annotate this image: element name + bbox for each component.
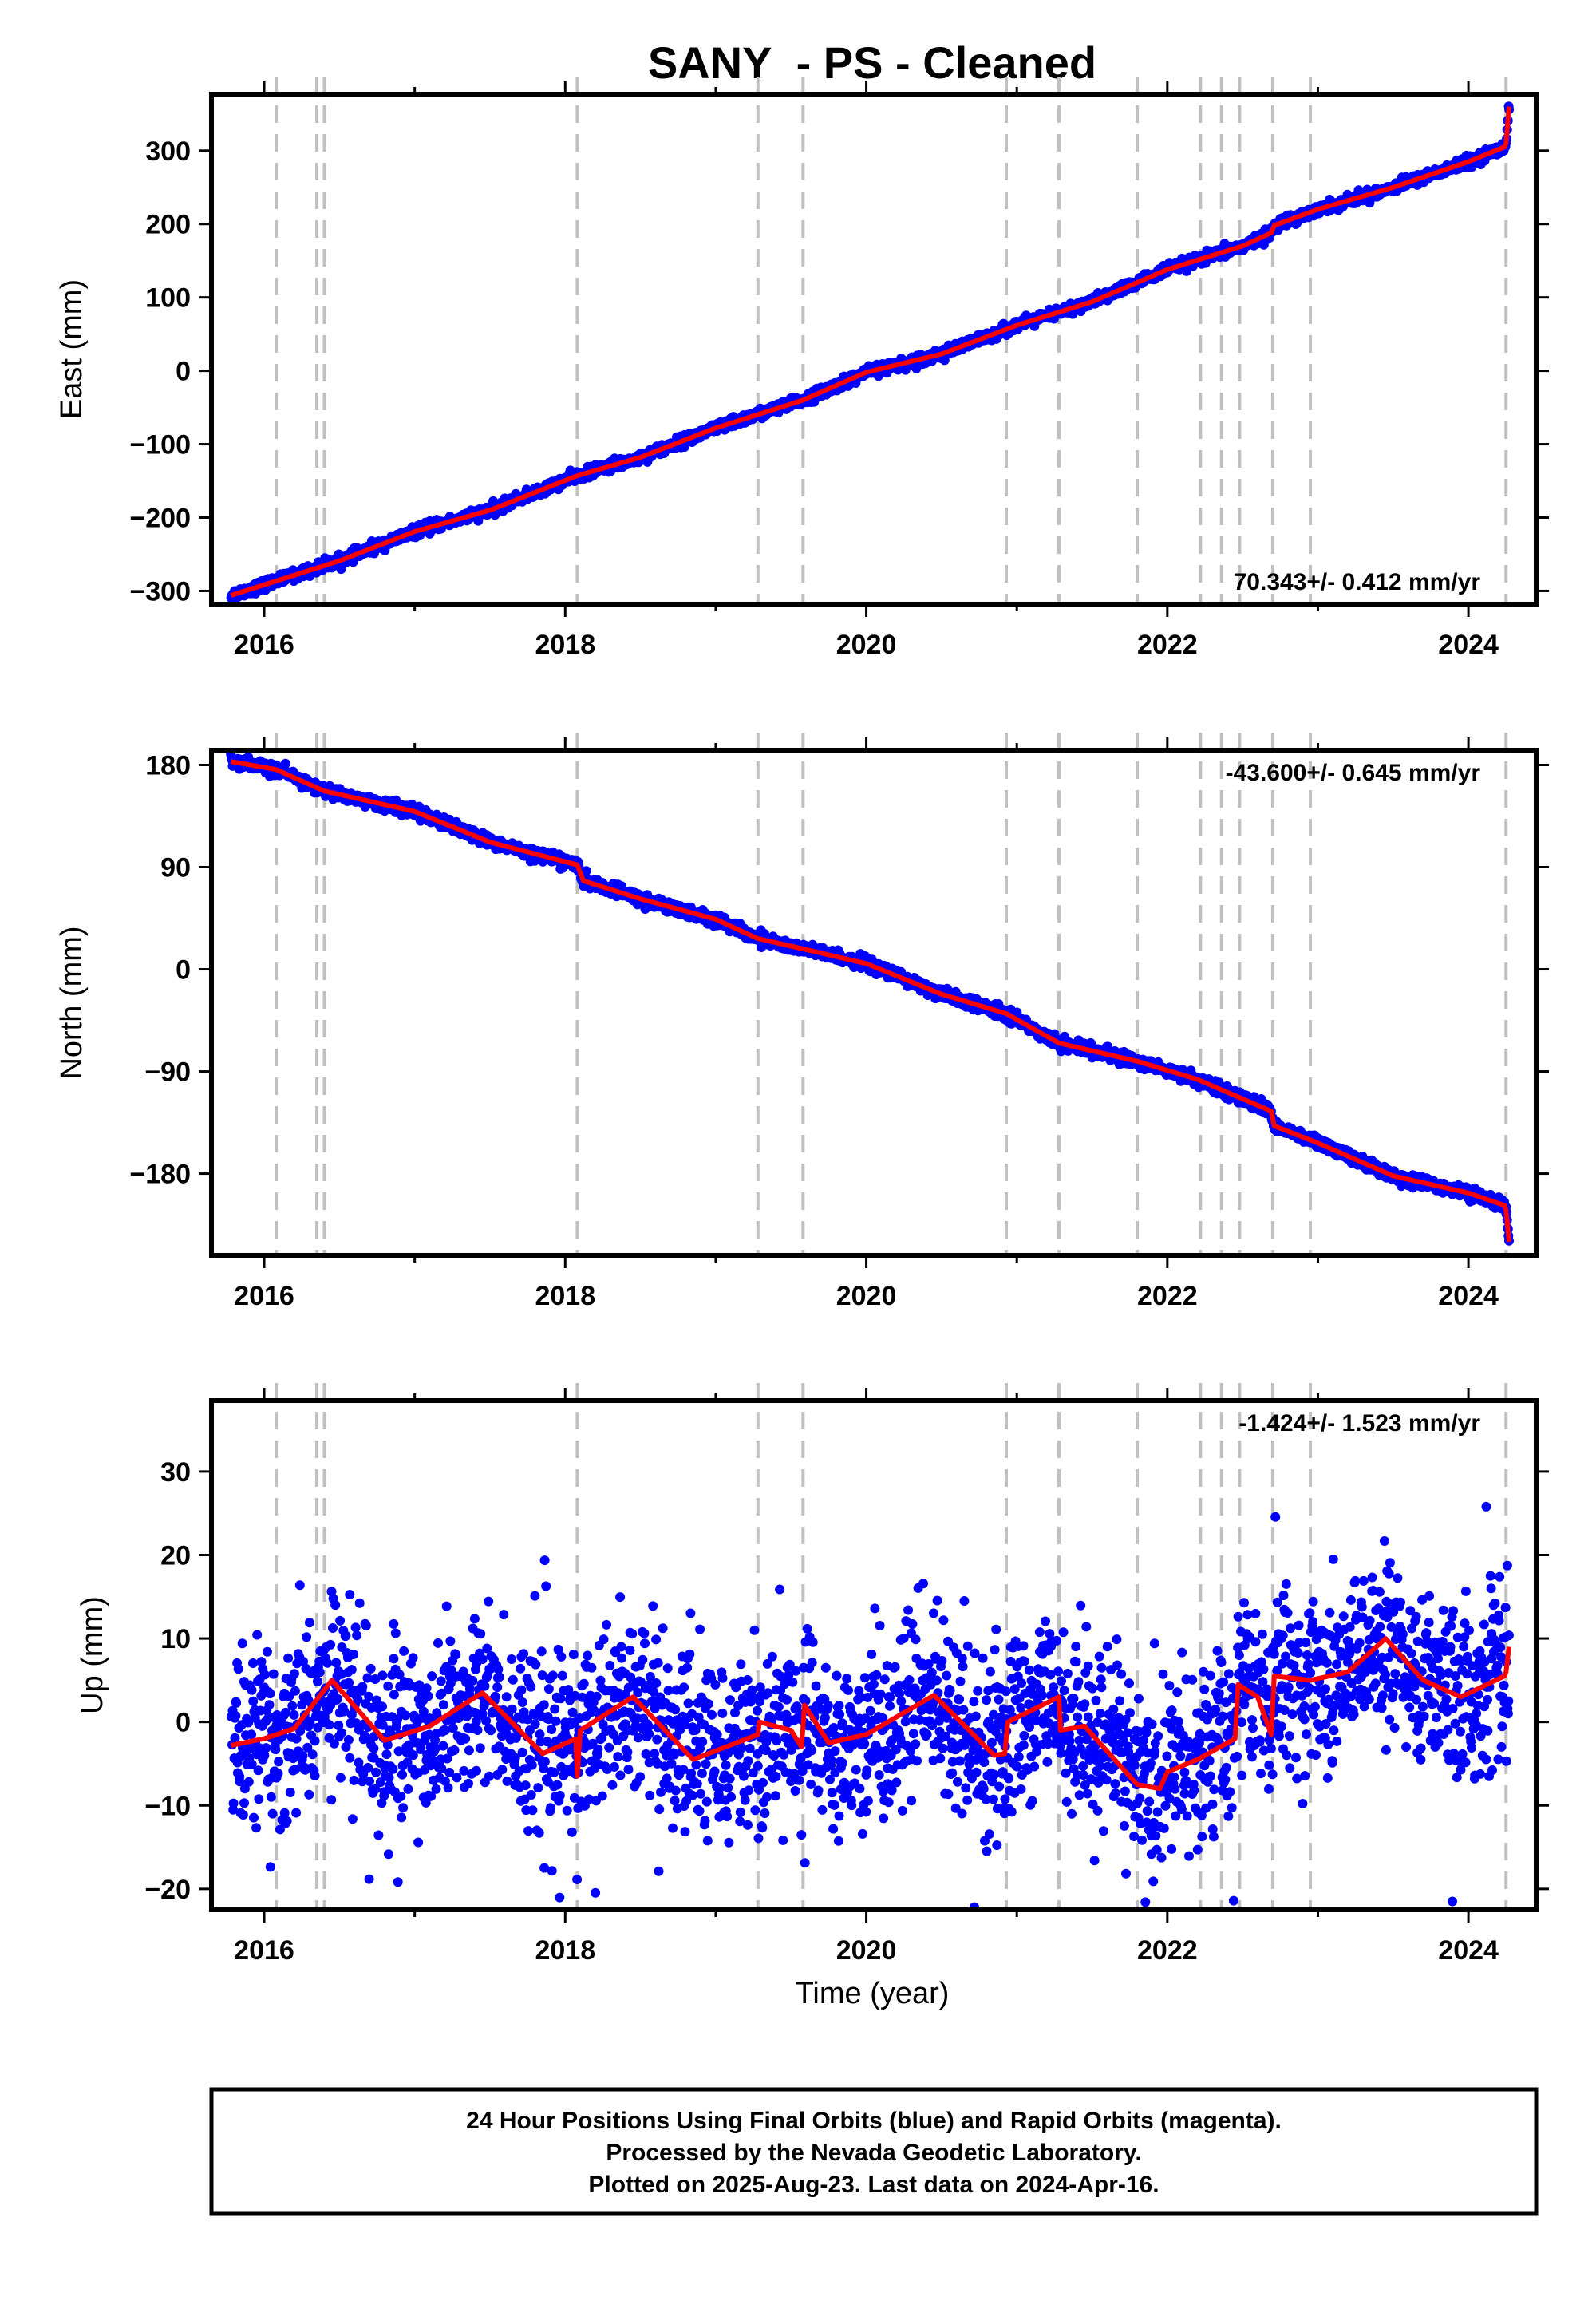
east-frame: [209, 92, 1539, 607]
east-y-tick-label: 0: [176, 357, 191, 387]
east-y-axis-label: East (mm): [55, 279, 89, 419]
north-data-point: [280, 758, 290, 769]
east-y-tick-label: −100: [129, 430, 191, 460]
east-rate-label: 70.343+/- 0.412 mm/yr: [1234, 569, 1481, 595]
east-x-tick-label: 2020: [836, 630, 897, 660]
east-trend-line: [230, 106, 1511, 598]
east-y-tick-label: 300: [145, 136, 191, 167]
north-data-point: [581, 866, 591, 876]
east-y-tick-label: −200: [129, 504, 191, 534]
east-x-tick-label: 2024: [1438, 630, 1499, 660]
east-y-tick-label: −300: [129, 576, 191, 607]
figure-title: SANY - PS - Cleaned: [648, 38, 1096, 88]
east-x-tick-label: 2022: [1137, 630, 1198, 660]
east-x-tick-label: 2018: [535, 630, 595, 660]
east-y-tick-label: 200: [145, 210, 191, 240]
east-x-tick-label: 2016: [234, 630, 294, 660]
east-panel: −300 −200 −100 0 100 200 300 2016 2018 2020 2022 20…: [55, 77, 1549, 660]
east-y-tick-label: 100: [145, 283, 191, 314]
north-plot-area: [211, 750, 1536, 1255]
east-data-point: [473, 516, 484, 526]
